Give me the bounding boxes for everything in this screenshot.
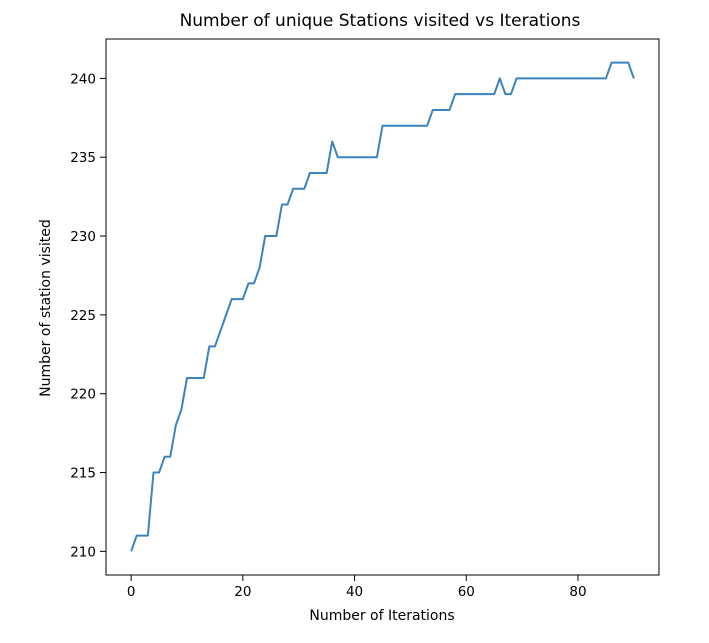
y-axis: 210 215 220 225 230 235 240 — [70, 71, 106, 560]
x-tick-label: 80 — [569, 584, 586, 600]
x-tick-label: 60 — [458, 584, 475, 600]
x-axis: 0 20 40 60 80 — [127, 575, 587, 600]
y-tick-label: 215 — [70, 466, 96, 482]
y-tick-label: 210 — [70, 544, 96, 560]
y-axis-label: Number of station visited — [38, 219, 54, 397]
y-tick-label: 240 — [70, 71, 96, 87]
y-tick-label: 230 — [70, 229, 96, 245]
x-tick-label: 20 — [234, 584, 251, 600]
plot-area: 0 20 40 60 80 210 215 220 225 230 235 240 — [70, 38, 660, 600]
x-tick-label: 0 — [127, 584, 136, 600]
y-tick-label: 220 — [70, 387, 96, 403]
y-tick-label: 225 — [70, 308, 96, 324]
chart-title: Number of unique Stations visited vs Ite… — [180, 11, 581, 31]
series-line — [130, 61, 635, 552]
x-tick-label: 40 — [346, 584, 363, 600]
plot-frame — [105, 38, 660, 576]
y-tick-label: 235 — [70, 150, 96, 166]
x-axis-label: Number of Iterations — [309, 608, 454, 624]
